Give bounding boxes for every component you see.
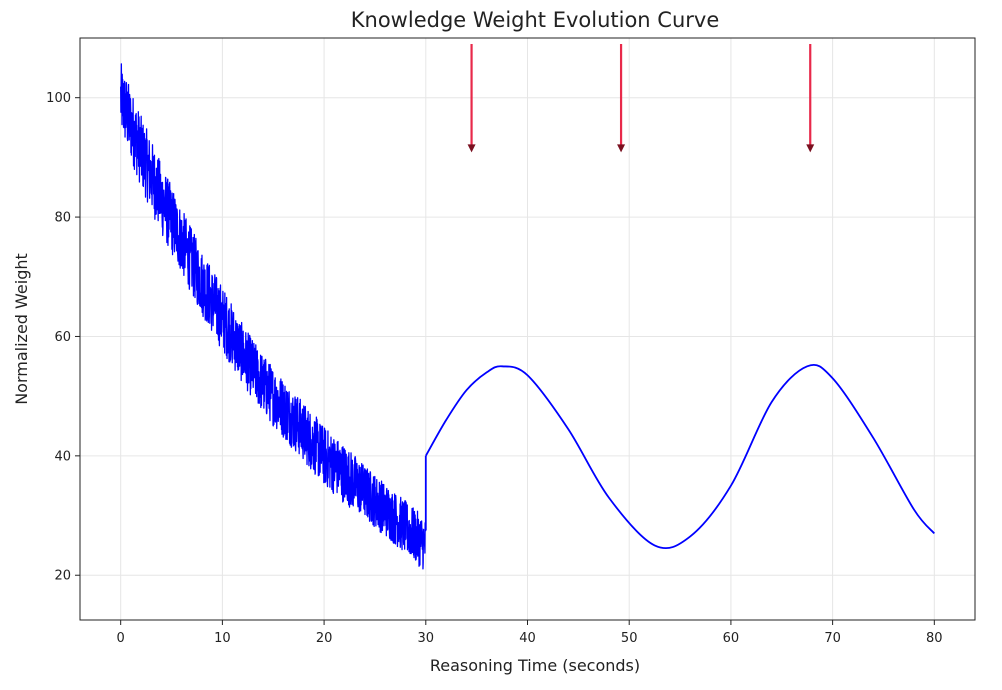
annotation-arrow-head bbox=[467, 144, 476, 153]
x-axis-label: Reasoning Time (seconds) bbox=[430, 656, 640, 675]
noisy-decay-line bbox=[120, 63, 427, 570]
x-tick-label: 20 bbox=[316, 631, 333, 646]
chart-title: Knowledge Weight Evolution Curve bbox=[351, 8, 720, 32]
y-tick-label: 40 bbox=[54, 449, 71, 464]
x-tick-label: 10 bbox=[214, 631, 231, 646]
annotation-arrow-head bbox=[617, 144, 626, 153]
annotation-arrow-head bbox=[806, 144, 815, 153]
y-axis: 20 40 60 80 100 bbox=[46, 91, 80, 584]
y-tick-label: 80 bbox=[54, 211, 71, 226]
y-tick-label: 100 bbox=[46, 91, 71, 106]
annotation-arrows bbox=[467, 43, 815, 153]
plot-area bbox=[120, 63, 936, 570]
y-axis-label: Normalized Weight bbox=[12, 253, 31, 405]
x-tick-label: 80 bbox=[926, 631, 943, 646]
y-tick-label: 60 bbox=[54, 330, 71, 345]
grid-lines bbox=[80, 38, 975, 620]
x-tick-label: 50 bbox=[621, 631, 638, 646]
x-tick-label: 40 bbox=[519, 631, 536, 646]
x-tick-label: 0 bbox=[117, 631, 125, 646]
x-tick-label: 60 bbox=[723, 631, 740, 646]
y-tick-label: 20 bbox=[54, 569, 71, 584]
oscillation-line bbox=[425, 363, 936, 550]
x-tick-label: 70 bbox=[824, 631, 841, 646]
x-axis: 0 10 20 30 40 50 60 70 80 bbox=[117, 620, 943, 646]
x-tick-label: 30 bbox=[418, 631, 435, 646]
